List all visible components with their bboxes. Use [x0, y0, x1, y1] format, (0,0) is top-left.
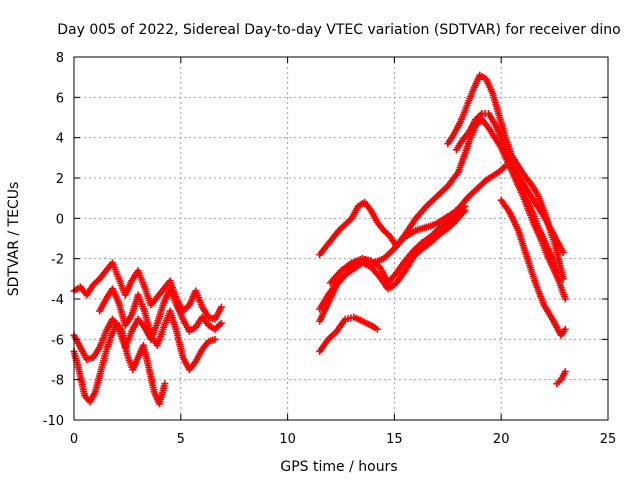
y-tick-label: -8 — [51, 374, 64, 389]
series-points — [96, 285, 219, 374]
chart-title: Day 005 of 2022, Sidereal Day-to-day VTE… — [57, 22, 620, 38]
x-tick-label: 15 — [386, 432, 403, 447]
data-points — [70, 71, 569, 408]
series-points — [316, 313, 381, 355]
series-track-7 — [316, 206, 469, 313]
y-tick-label: -2 — [51, 253, 64, 268]
x-tick-label: 0 — [70, 432, 78, 447]
x-axis-label: GPS time / hours — [280, 459, 397, 475]
x-tick-label: 10 — [279, 432, 296, 447]
series-points — [316, 206, 469, 313]
series-track-4 — [96, 285, 219, 374]
series-track-10 — [444, 71, 567, 283]
plot-frame — [73, 56, 609, 421]
y-axis-label: SDTVAR / TECUs — [6, 182, 22, 297]
y-tick-label: 0 — [56, 212, 64, 227]
series-track-13 — [553, 368, 569, 388]
y-tick-label: 4 — [56, 132, 64, 147]
x-axis-ticks: 0 5 10 15 20 25 — [70, 57, 616, 447]
series-points — [452, 109, 563, 279]
y-tick-label: 8 — [56, 51, 64, 66]
series-points — [444, 71, 567, 283]
series-points — [553, 368, 569, 388]
y-tick-label: -10 — [43, 414, 64, 429]
grid-lines — [74, 57, 608, 420]
y-tick-label: -6 — [51, 333, 64, 348]
y-tick-label: 6 — [56, 91, 64, 106]
y-tick-label: 2 — [56, 172, 64, 187]
x-tick-label: 25 — [600, 432, 617, 447]
series-track-5 — [316, 313, 381, 355]
series-points — [497, 196, 569, 339]
y-tick-label: -4 — [51, 293, 64, 308]
x-tick-label: 20 — [493, 432, 510, 447]
series-track-12 — [497, 196, 569, 339]
x-tick-label: 5 — [177, 432, 185, 447]
y-axis-ticks: -10 -8 -6 -4 -2 0 2 4 6 8 — [43, 51, 608, 429]
series-track-11 — [452, 109, 563, 279]
